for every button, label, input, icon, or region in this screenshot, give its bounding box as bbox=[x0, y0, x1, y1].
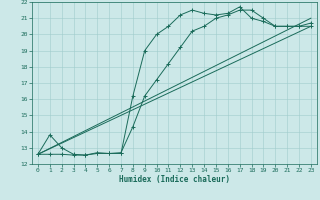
X-axis label: Humidex (Indice chaleur): Humidex (Indice chaleur) bbox=[119, 175, 230, 184]
